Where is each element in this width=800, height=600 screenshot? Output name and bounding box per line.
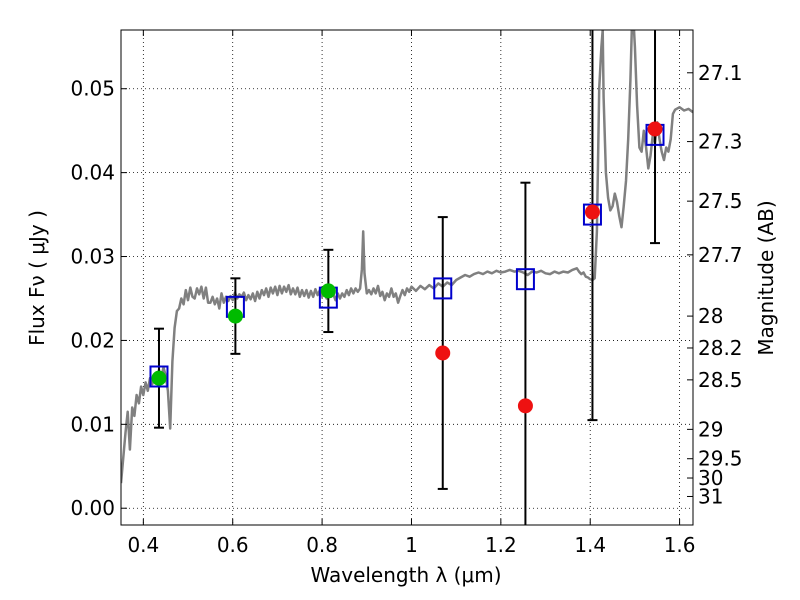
observed-flux-point (227, 308, 243, 324)
x-tick-label: 1 (405, 533, 418, 557)
model-spectrum-layer (121, 30, 693, 484)
observed-flux-point (517, 398, 533, 414)
right-tick-label: 28.2 (698, 336, 743, 360)
plot-frame (120, 29, 694, 526)
observed-flux-point (647, 121, 663, 137)
y-tick-label: 0.05 (70, 77, 115, 101)
x-tick-label: 0.8 (306, 533, 338, 557)
model-flux-box (149, 365, 169, 388)
right-tick-label: 27.3 (698, 130, 743, 154)
x-tick-label: 1.2 (485, 533, 517, 557)
x-tick-label: 0.4 (127, 533, 159, 557)
model-flux-box (515, 268, 535, 291)
observed-flux-point (320, 283, 336, 299)
model-spectrum-line (121, 30, 693, 484)
y-tick-label: 0.00 (70, 496, 115, 520)
right-tick-label: 28.5 (698, 368, 743, 392)
right-y-axis-title: Magnitude (AB) (754, 200, 778, 355)
right-tick-label: 27.5 (698, 189, 743, 213)
right-tick-label: 27.7 (698, 243, 743, 267)
right-tick-label: 27.1 (698, 61, 743, 85)
right-tick-label: 30 (698, 466, 723, 490)
y-tick-label: 0.01 (70, 412, 115, 436)
y-tick-label: 0.04 (70, 161, 115, 185)
x-axis-title: Wavelength λ (μm) (310, 563, 501, 587)
right-tick-label: 29.5 (698, 447, 743, 471)
right-tick-label: 29 (698, 417, 723, 441)
y-tick-label: 0.02 (70, 328, 115, 352)
observed-flux-point (151, 370, 167, 386)
grid (121, 30, 693, 525)
right-tick-label: 31 (698, 484, 723, 508)
x-tick-label: 0.6 (217, 533, 249, 557)
observed-point-layer (151, 121, 663, 414)
y-tick-label: 0.03 (70, 245, 115, 269)
observed-flux-point (435, 345, 451, 361)
y-axis-title: Flux Fν ( μJy ) (25, 210, 49, 346)
right-tick-label: 28 (698, 304, 723, 328)
model-flux-box (433, 277, 453, 300)
tick-layer: 0.4 0.6 0.8 1 1.2 1.4 1.6 0.00 0.01 0.02 0.03 0.04 0… (70, 30, 743, 557)
observed-flux-point (584, 204, 600, 220)
x-tick-label: 1.6 (664, 533, 696, 557)
x-tick-label: 1.4 (574, 533, 606, 557)
